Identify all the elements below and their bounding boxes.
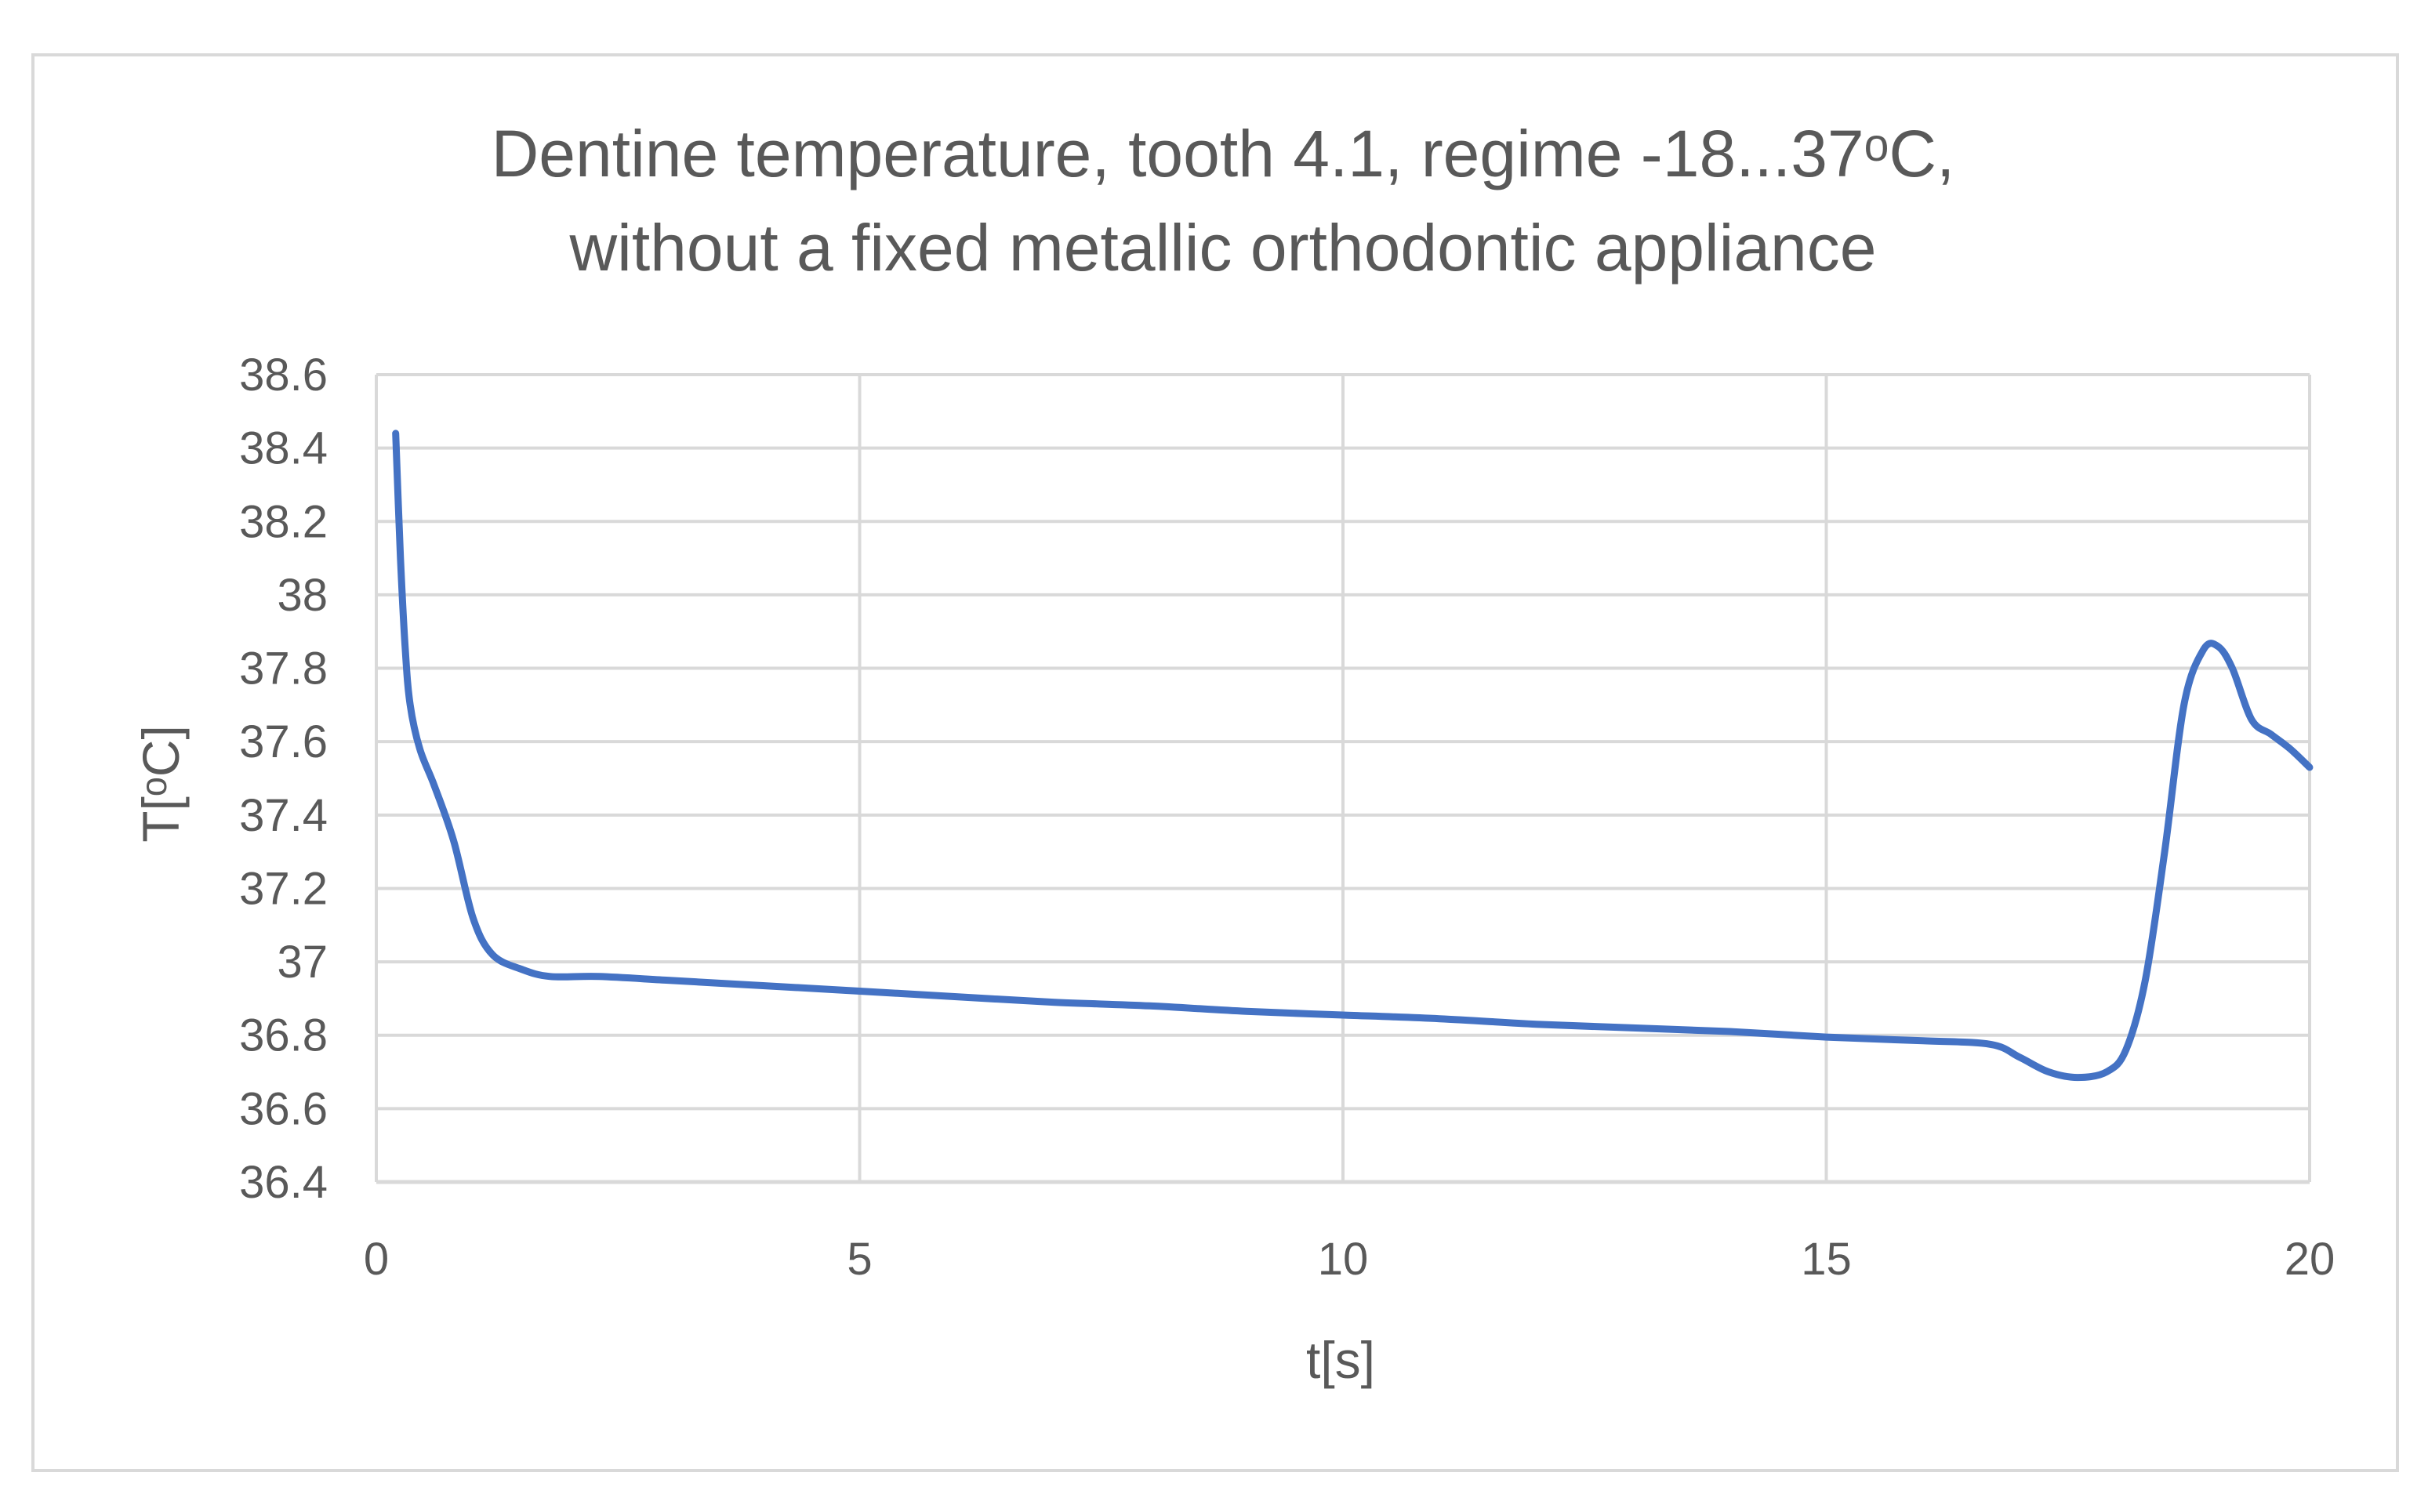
y-tick-label: 38 [277,570,328,621]
y-tick-label: 37.6 [239,716,328,767]
series-layer [392,430,2314,1082]
y-tick-label: 38.4 [239,423,328,474]
y-tick-label: 36.6 [239,1083,328,1134]
chart-title-line-2: without a fixed metallic orthodontic app… [569,211,1877,285]
y-tick-label: 37.8 [239,644,328,694]
y-tick-label: 38.2 [239,496,328,547]
y-axis-title: T[ᵒC] [132,725,190,843]
x-tick-label: 15 [1801,1234,1852,1285]
y-tick-label: 36.4 [239,1157,328,1208]
x-tick-label: 5 [847,1234,872,1285]
y-tick-labels: 36.4 36.6 36.8 37 37.2 37.4 37.6 37.8 38 38.2 38.4… [239,350,328,1208]
y-tick-label: 37 [277,937,328,988]
chart-title-line-1: Dentine temperature, tooth 4.1, regime -… [492,117,1955,190]
x-axis-title: t[s] [1306,1331,1375,1389]
series-line-dentine-temperature [392,430,2314,1082]
y-tick-label: 37.2 [239,863,328,914]
y-tick-label: 36.8 [239,1010,328,1061]
x-tick-label: 10 [1318,1234,1369,1285]
y-tick-label: 37.4 [239,790,328,841]
x-tick-label: 20 [2285,1234,2335,1285]
y-tick-label: 38.6 [239,350,328,401]
x-tick-label: 0 [364,1234,389,1285]
x-tick-labels: 0 5 10 15 20 [364,1234,2335,1285]
